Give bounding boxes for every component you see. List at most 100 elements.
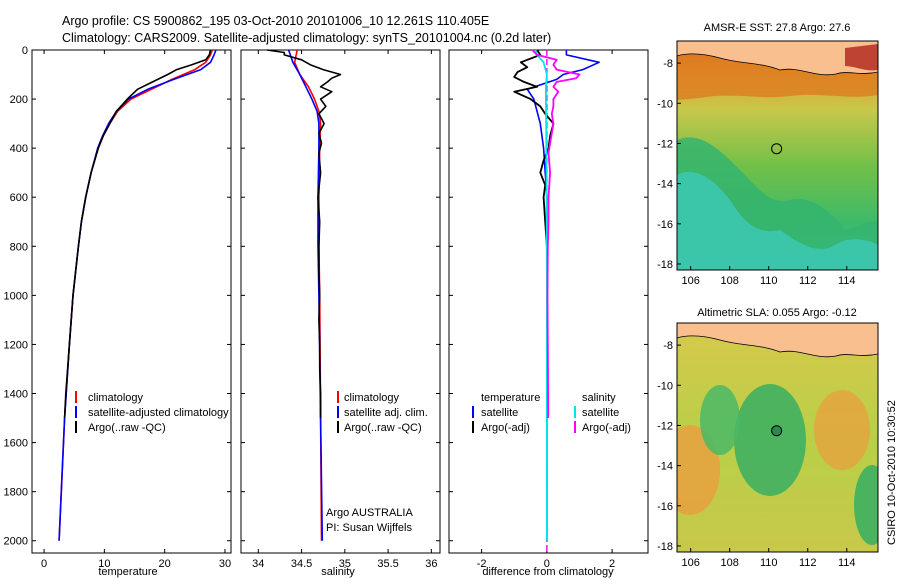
java-land [677,41,878,76]
x-tick-label: 0 [544,558,550,570]
legend-label-satellite: satellite-adjusted climatology [88,407,229,419]
y-tick-label: -10 [657,380,673,392]
sla-map-frame [676,322,879,553]
x-tick-label: 108 [721,557,739,569]
x-tick-label: 110 [760,557,778,569]
legend-head-temperature: temperature [481,392,540,404]
y-tick-label: -10 [657,98,673,110]
legend-head-salinity: salinity [582,392,616,404]
difference-plot: -2 0 2 [449,49,648,570]
salinity-axes [240,49,441,554]
sla-argo-marker [771,425,783,437]
y-tick-label: 1000 [4,290,28,302]
x-tick-label: 112 [799,275,817,287]
x-tick-label: 108 [721,275,739,287]
series-line-satellite-adjusted-climatology [58,49,217,541]
sla-low-east [854,465,878,545]
y-tick-label: 200 [10,94,28,106]
y-tick-label: -14 [657,461,673,473]
y-tick-label: 0 [22,45,28,57]
x-tick-label: 114 [838,275,856,287]
y-tick-label: 1800 [4,487,28,499]
x-tick-label: 110 [760,275,778,287]
legend-label-argo: Argo(..raw -QC) [344,422,422,434]
title-line-1: Argo profile: CS 5900862_195 03-Oct-2010… [62,14,489,28]
y-tick-label: -16 [657,219,673,231]
legend-label-temp-satellite: satellite [481,407,518,419]
difference-axes [448,49,649,554]
x-tick-label: 10 [98,558,110,570]
x-tick-label: 34 [252,558,264,570]
sla-axes: 106 108 110 112 114 -8 -10 -12 -14 -16 -18 [657,340,855,569]
y-tick-label: -14 [657,179,673,191]
salinity-plot: 34 34.5 35 35.5 36 [241,49,440,570]
series-line-satellite-adj-clim [287,49,324,541]
salinity-legend: climatology satellite adj. clim. Argo(..… [326,391,428,534]
y-tick-label: -8 [663,58,673,70]
y-tick-label: 1400 [4,389,28,401]
salinity-xlabel: salinity [321,566,355,578]
x-tick-label: 34.5 [291,558,312,570]
x-tick-label: 106 [681,557,699,569]
series-line-temperature-satellite [526,50,600,541]
x-tick-label: 35.5 [377,558,398,570]
sla-low-west [700,385,740,455]
x-tick-label: 0 [41,558,47,570]
legend-label-satellite: satellite adj. clim. [344,407,428,419]
x-tick-label: 36 [425,558,437,570]
temperature-axes [31,49,232,554]
sst-map-frame [676,40,879,271]
warm-patch [845,44,878,71]
x-tick-label: 106 [681,275,699,287]
sst-axes: 106 108 110 112 114 -8 -10 -12 -14 -16 -18 [657,58,855,287]
legend-label-climatology: climatology [344,392,400,404]
series-line-salinity-satellite [534,49,548,541]
y-tick-label: 600 [10,192,28,204]
sst-cool-core [677,171,878,270]
temperature-plot: 0 10 20 30 0 200 400 600 800 1000 1200 1400 1600 1800… [4,45,232,570]
sla-map [677,323,878,552]
sst-map-title: AMSR-E SST: 27.8 Argo: 27.6 [704,22,851,34]
difference-legend: temperature salinity satellite Argo(-adj… [472,392,631,434]
y-tick-label: 1600 [4,438,28,450]
y-tick-label: 800 [10,241,28,253]
pi-note: PI: Susan Wijffels [326,522,412,534]
x-tick-label: 30 [219,558,231,570]
y-tick-label: -12 [657,420,673,432]
x-tick-label: -2 [477,558,487,570]
sst-argo-marker [771,143,783,155]
legend-label-sal-argo: Argo(-adj) [582,422,631,434]
series-line-climatology [58,49,214,541]
series-line-climatology [293,49,323,541]
legend-label-temp-argo: Argo(-adj) [481,422,530,434]
sla-orange-east [814,390,870,470]
y-tick-label: -18 [657,541,673,553]
temperature-legend: climatology satellite-adjusted climatolo… [75,391,229,434]
title-line-2: Climatology: CARS2009. Satellite-adjuste… [62,31,551,45]
y-tick-label: -18 [657,259,673,271]
temperature-xlabel: temperature [98,566,157,578]
x-tick-label: 2 [609,558,615,570]
argo-program-note: Argo AUSTRALIA [326,507,413,519]
x-tick-label: 112 [799,557,817,569]
x-tick-label: 114 [838,557,856,569]
sla-low-center [734,384,806,496]
y-tick-label: 1200 [4,339,28,351]
x-tick-label: 35 [339,558,351,570]
series-line-salinity-argo-adj [531,49,581,419]
sst-map [677,41,878,270]
y-tick-label: -8 [663,340,673,352]
y-tick-label: 2000 [4,536,28,548]
legend-label-sal-satellite: satellite [582,407,619,419]
java-land-sla [677,323,878,358]
y-tick-label: 400 [10,143,28,155]
sla-map-title: Altimetric SLA: 0.055 Argo: -0.12 [697,307,857,319]
legend-label-climatology: climatology [88,392,144,404]
series-line-argo-raw-qc [63,49,212,419]
credit-stamp: CSIRO 10-Oct-2010 10:30:52 [886,400,898,545]
y-tick-label: -16 [657,501,673,513]
legend-label-argo: Argo(..raw -QC) [88,422,166,434]
series-line-argo-raw-qc [266,49,342,418]
difference-xlabel: difference from climatology [482,566,614,578]
